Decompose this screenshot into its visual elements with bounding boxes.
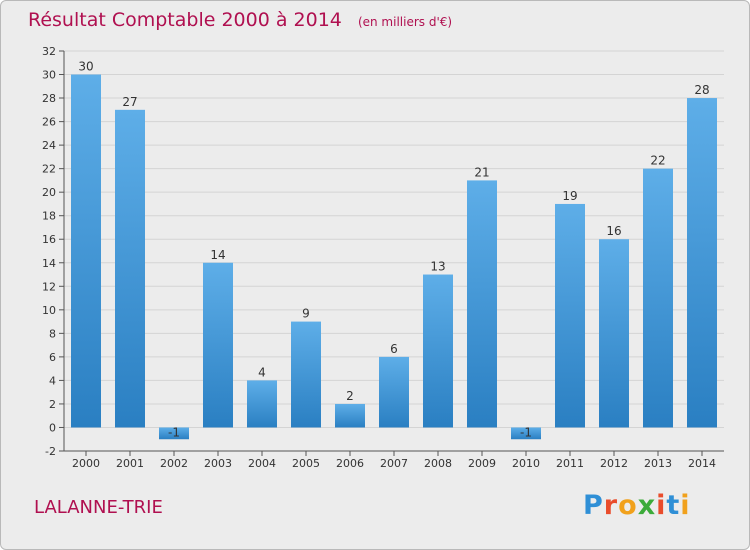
chart-title: Résultat Comptable 2000 à 2014 (en milli…	[28, 9, 452, 31]
bar	[203, 262, 233, 428]
y-tick-label: 28	[42, 92, 56, 105]
y-tick-label: -2	[45, 445, 56, 458]
bar	[291, 321, 321, 428]
x-tick-label: 2007	[380, 457, 408, 470]
data-label: 16	[606, 224, 621, 238]
y-tick-label: 30	[42, 69, 56, 82]
bar	[379, 356, 409, 428]
bar	[511, 427, 541, 440]
y-tick-label: 14	[42, 257, 56, 270]
logo-letter: x	[637, 490, 657, 521]
x-tick-label: 2012	[600, 457, 628, 470]
y-tick-label: 26	[42, 116, 56, 129]
x-tick-label: 2002	[160, 457, 188, 470]
y-tick-label: 12	[42, 280, 56, 293]
y-tick-label: 32	[42, 45, 56, 58]
logo-letter: i	[656, 490, 667, 521]
y-tick-label: 2	[49, 398, 56, 411]
commune-name: LALANNE-TRIE	[34, 497, 163, 518]
logo-letter: t	[666, 490, 681, 521]
y-tick-label: 22	[42, 163, 56, 176]
x-tick-label: 2010	[512, 457, 540, 470]
x-tick-label: 2009	[468, 457, 496, 470]
bar	[247, 380, 277, 428]
data-label: 21	[474, 165, 489, 179]
bar	[643, 168, 673, 428]
bar	[423, 274, 453, 428]
bar	[71, 74, 101, 428]
x-tick-label: 2008	[424, 457, 452, 470]
x-tick-label: 2004	[248, 457, 276, 470]
proxiti-logo: Proxiti	[583, 490, 691, 521]
y-tick-label: 6	[49, 351, 56, 364]
y-tick-label: 16	[42, 233, 56, 246]
logo-letter: r	[603, 490, 619, 521]
chart-title-main: Résultat Comptable 2000 à 2014	[28, 9, 342, 31]
data-label: 2	[346, 389, 354, 403]
y-tick-label: 10	[42, 304, 56, 317]
data-label: 19	[562, 189, 577, 203]
logo-letter: P	[583, 490, 604, 521]
logo-letter: o	[618, 490, 638, 521]
data-label: 4	[258, 365, 266, 379]
x-tick-label: 2013	[644, 457, 672, 470]
bar	[115, 109, 145, 428]
bar	[335, 403, 365, 428]
data-label: 14	[210, 248, 225, 262]
y-tick-label: 24	[42, 139, 56, 152]
y-tick-label: 20	[42, 186, 56, 199]
y-tick-label: 4	[49, 374, 56, 387]
bar	[555, 203, 585, 428]
x-tick-label: 2003	[204, 457, 232, 470]
bar	[599, 239, 629, 428]
data-label: -1	[168, 425, 180, 439]
bar	[687, 98, 717, 428]
x-tick-label: 2001	[116, 457, 144, 470]
data-label: 27	[122, 95, 137, 109]
chart-title-unit: (en milliers d'€)	[357, 15, 453, 29]
data-label: 28	[694, 83, 709, 97]
bar	[159, 427, 189, 440]
x-tick-label: 2014	[688, 457, 716, 470]
data-label: -1	[520, 425, 532, 439]
x-tick-label: 2006	[336, 457, 364, 470]
y-tick-label: 0	[49, 421, 56, 434]
data-label: 13	[430, 260, 445, 274]
data-label: 9	[302, 307, 310, 321]
x-tick-label: 2011	[556, 457, 584, 470]
logo-letter: i	[680, 490, 691, 521]
y-tick-label: 18	[42, 210, 56, 223]
x-tick-label: 2005	[292, 457, 320, 470]
data-label: 30	[78, 60, 93, 74]
data-label: 22	[650, 154, 665, 168]
x-tick-label: 2000	[72, 457, 100, 470]
data-label: 6	[390, 342, 398, 356]
bar	[467, 180, 497, 428]
y-tick-label: 8	[49, 327, 56, 340]
